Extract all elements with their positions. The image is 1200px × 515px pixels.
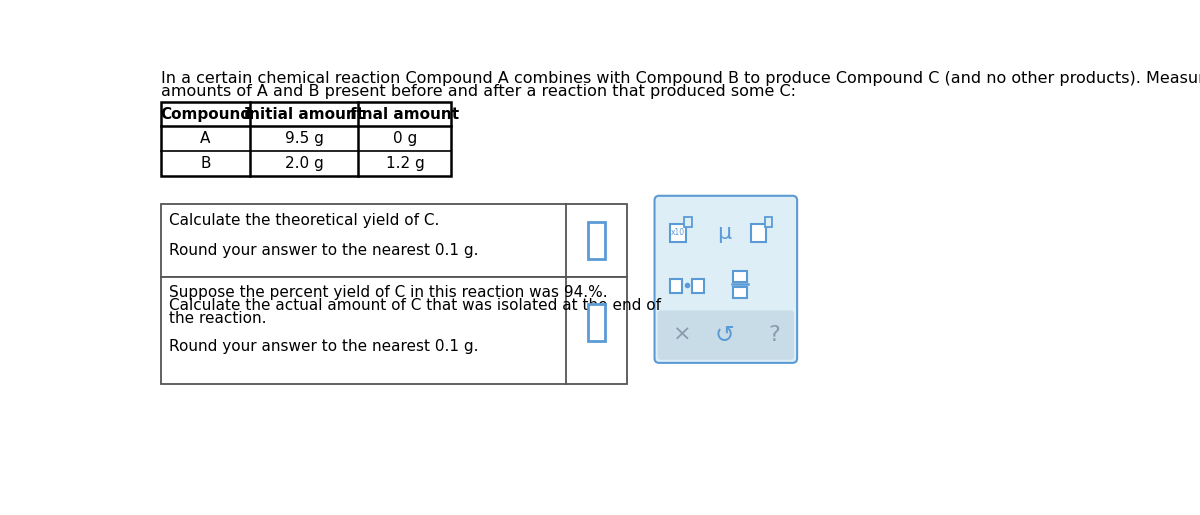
Bar — [733, 287, 746, 298]
Text: 2.0 g: 2.0 g — [284, 156, 324, 171]
Text: the reaction.: the reaction. — [168, 311, 266, 327]
Text: A: A — [200, 131, 211, 146]
Bar — [161, 278, 626, 384]
Text: Round your answer to the nearest 0.1 g.: Round your answer to the nearest 0.1 g. — [168, 339, 478, 354]
Text: B: B — [200, 156, 211, 171]
Text: ?: ? — [768, 325, 780, 345]
Bar — [684, 217, 691, 227]
Text: final amount: final amount — [350, 107, 460, 122]
Text: Compound: Compound — [160, 107, 251, 122]
Bar — [764, 217, 773, 227]
FancyBboxPatch shape — [654, 196, 797, 363]
Text: Calculate the theoretical yield of C.: Calculate the theoretical yield of C. — [168, 214, 439, 229]
Text: In a certain chemical reaction Compound A combines with Compound B to produce Co: In a certain chemical reaction Compound … — [161, 71, 1200, 86]
Text: Suppose the percent yield of C in this reaction was 94.%.: Suppose the percent yield of C in this r… — [168, 285, 607, 300]
Text: x10: x10 — [671, 228, 685, 237]
Bar — [161, 102, 451, 176]
Text: 0 g: 0 g — [392, 131, 418, 146]
Bar — [751, 224, 766, 242]
Bar — [670, 224, 685, 242]
Bar — [670, 279, 683, 293]
Text: initial amount: initial amount — [244, 107, 365, 122]
Text: 9.5 g: 9.5 g — [284, 131, 324, 146]
Text: ↺: ↺ — [714, 323, 734, 347]
FancyBboxPatch shape — [658, 311, 794, 360]
Text: ×: × — [673, 325, 691, 345]
Bar — [588, 303, 605, 340]
Text: μ: μ — [718, 223, 731, 243]
Bar — [161, 204, 626, 278]
Bar — [733, 271, 746, 282]
Text: amounts of A and B present before and after a reaction that produced some C:: amounts of A and B present before and af… — [161, 84, 796, 99]
Text: Calculate the actual amount of C that was isolated at the end of: Calculate the actual amount of C that wa… — [168, 298, 661, 313]
Text: 1.2 g: 1.2 g — [385, 156, 425, 171]
Bar — [691, 279, 704, 293]
Text: Round your answer to the nearest 0.1 g.: Round your answer to the nearest 0.1 g. — [168, 243, 478, 258]
Bar — [588, 222, 605, 260]
